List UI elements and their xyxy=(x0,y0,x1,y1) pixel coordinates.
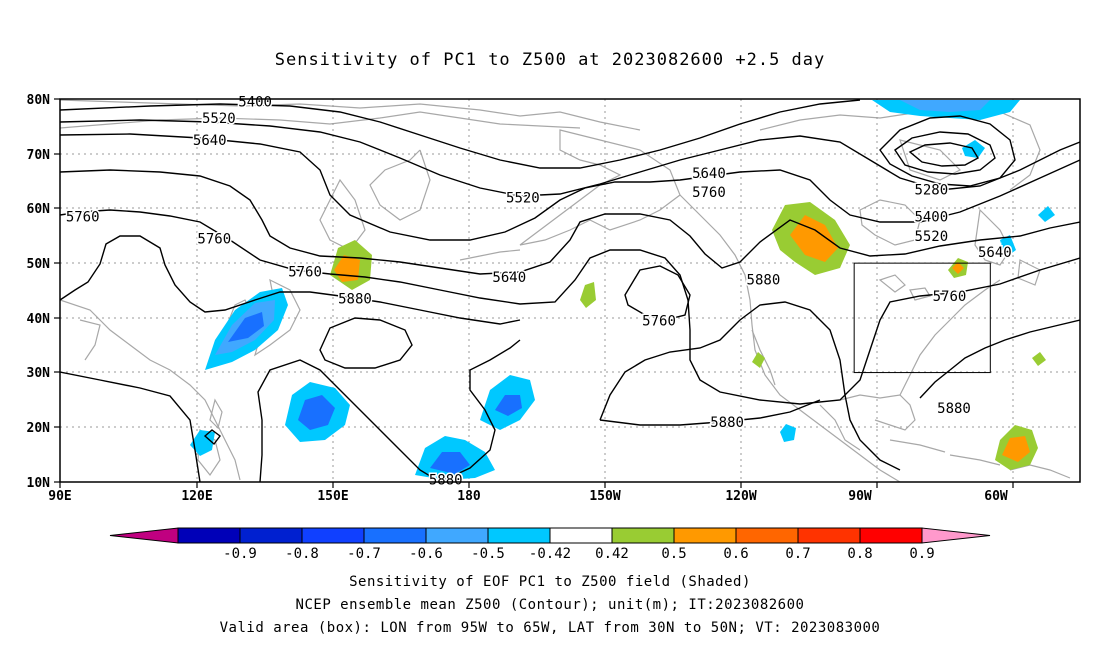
contour-label: 5400 xyxy=(238,95,272,111)
colorbar-cell xyxy=(797,527,861,544)
colorbar-label: -0.5 xyxy=(471,546,505,562)
map-frame xyxy=(59,98,1081,483)
colorbar-cell xyxy=(487,527,551,544)
contour-label: 5760 xyxy=(66,210,100,226)
z500-contours xyxy=(60,99,1080,482)
lon-label: 60W xyxy=(984,489,1008,504)
contour-label: 5280 xyxy=(914,182,948,198)
caption-contour: NCEP ensemble mean Z500 (Contour); unit(… xyxy=(295,597,805,613)
lon-label: 120E xyxy=(181,489,212,504)
colorbar-cell xyxy=(239,527,303,544)
colorbar-cell xyxy=(425,527,489,544)
contour-label: 5760 xyxy=(288,264,322,280)
contour-label: 5760 xyxy=(933,289,967,305)
contour-label: 5760 xyxy=(692,185,726,201)
lon-label: 150E xyxy=(317,489,348,504)
contour-label: 5760 xyxy=(642,314,676,330)
lat-label: 50N xyxy=(27,257,51,272)
colorbar-cell xyxy=(177,527,241,544)
lat-label: 30N xyxy=(27,366,51,381)
contour-label: 5640 xyxy=(978,245,1012,261)
contour-label: 5880 xyxy=(338,292,372,308)
ticks xyxy=(54,98,1014,488)
colorbar-label: 0.8 xyxy=(847,546,872,562)
colorbar-max-triangle xyxy=(921,527,991,544)
contour-label: 5640 xyxy=(193,133,227,149)
contour-label: 5640 xyxy=(492,270,526,286)
valid-area-box xyxy=(853,262,991,374)
lon-label: 180 xyxy=(457,489,481,504)
colorbar-label: -0.6 xyxy=(409,546,443,562)
latitude-labels: 10N 20N 30N 40N 50N 60N 70N 80N xyxy=(27,93,51,491)
contour-label: 5880 xyxy=(710,415,744,431)
contour-label: 5760 xyxy=(197,232,231,248)
colorbar-label: 0.9 xyxy=(909,546,934,562)
colorbar-label: -0.42 xyxy=(529,546,571,562)
lat-label: 10N xyxy=(27,476,51,491)
colorbar: -0.9 -0.8 -0.7 -0.6 -0.5 -0.42 0.42 0.5 0.6 0.7 0.… xyxy=(109,527,991,562)
map-title: Sensitivity of PC1 to Z500 at 2023082600… xyxy=(274,50,826,70)
contour-labels: 5400552056405760576057605880552056405640… xyxy=(64,93,1013,490)
colorbar-min-triangle xyxy=(109,527,179,544)
colorbar-label: 0.42 xyxy=(595,546,629,562)
contour-label: 5520 xyxy=(202,111,236,127)
contour-label: 5520 xyxy=(914,229,948,245)
contour-label: 5640 xyxy=(692,166,726,182)
contour-label: 5880 xyxy=(937,401,971,417)
coastlines xyxy=(60,99,1071,482)
contour-label: 5400 xyxy=(914,210,948,226)
colorbar-cell xyxy=(549,527,613,544)
contour-label: 5520 xyxy=(506,190,540,206)
lon-label: 90W xyxy=(848,489,872,504)
lat-label: 80N xyxy=(27,93,51,108)
lat-label: 70N xyxy=(27,148,51,163)
colorbar-cell xyxy=(301,527,365,544)
longitude-labels: 90E 120E 150E 180 150W 120W 90W 60W xyxy=(48,489,1008,504)
colorbar-label: -0.8 xyxy=(285,546,319,562)
lon-label: 150W xyxy=(589,489,620,504)
colorbar-label: 0.5 xyxy=(661,546,686,562)
caption-valid-area: Valid area (box): LON from 95W to 65W, L… xyxy=(219,620,881,636)
lat-label: 20N xyxy=(27,421,51,436)
caption-shading: Sensitivity of EOF PC1 to Z500 field (Sh… xyxy=(349,574,751,590)
lat-label: 60N xyxy=(27,202,51,217)
colorbar-label: -0.7 xyxy=(347,546,381,562)
colorbar-label: 0.6 xyxy=(723,546,748,562)
contour-label: 5880 xyxy=(747,273,781,289)
colorbar-cell xyxy=(735,527,799,544)
colorbar-cell xyxy=(859,527,923,544)
colorbar-label: 0.7 xyxy=(785,546,810,562)
sensitivity-shading xyxy=(190,100,1055,480)
lon-label: 90E xyxy=(48,489,71,504)
colorbar-cell xyxy=(363,527,427,544)
lat-label: 40N xyxy=(27,312,51,327)
colorbar-cell xyxy=(673,527,737,544)
colorbar-cell xyxy=(611,527,675,544)
contour-label: 5880 xyxy=(429,472,463,488)
colorbar-label: -0.9 xyxy=(223,546,257,562)
lon-label: 120W xyxy=(725,489,756,504)
